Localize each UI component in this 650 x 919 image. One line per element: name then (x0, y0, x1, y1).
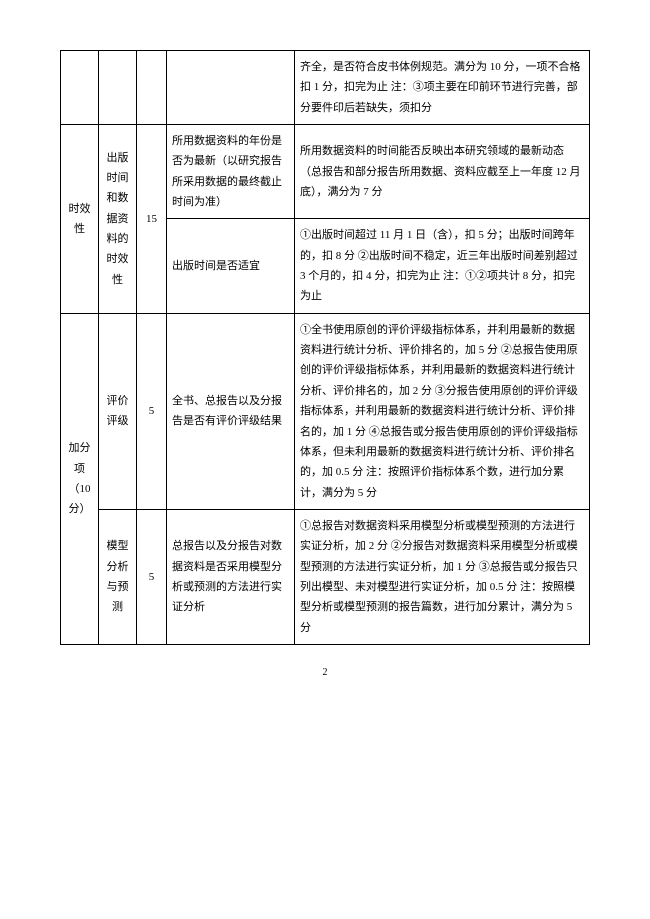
cell-score: 15 (137, 125, 167, 314)
cell-category (61, 51, 99, 125)
cell-category: 时效性 (61, 125, 99, 314)
cell-detail: ①全书使用原创的评价评级指标体系，并利用最新的数据资料进行统计分析、评价排名的，… (295, 313, 590, 509)
cell-score: 5 (137, 509, 167, 644)
cell-category: 加分项（10分） (61, 313, 99, 644)
page-number: 2 (60, 667, 590, 678)
cell-detail: 所用数据资料的时间能否反映出本研究领域的最新动态（总报告和部分报告所用数据、资料… (295, 125, 590, 219)
table-row: 加分项（10分） 评价评级 5 全书、总报告以及分报告是否有评价评级结果 ①全书… (61, 313, 590, 509)
cell-criteria (167, 51, 295, 125)
cell-criteria: 出版时间是否适宜 (167, 219, 295, 313)
cell-criteria: 所用数据资料的年份是否为最新（以研究报告所采用数据的最终截止时间为准） (167, 125, 295, 219)
cell-score: 5 (137, 313, 167, 509)
evaluation-table: 齐全，是否符合皮书体例规范。满分为 10 分，一项不合格扣 1 分，扣完为止 注… (60, 50, 590, 645)
cell-subcategory: 评价评级 (99, 313, 137, 509)
cell-subcategory: 模型分析与预测 (99, 509, 137, 644)
cell-detail: ①总报告对数据资料采用模型分析或模型预测的方法进行实证分析，加 2 分 ②分报告… (295, 509, 590, 644)
cell-score (137, 51, 167, 125)
cell-subcategory: 出版时间和数据资料的时效性 (99, 125, 137, 314)
cell-detail: 齐全，是否符合皮书体例规范。满分为 10 分，一项不合格扣 1 分，扣完为止 注… (295, 51, 590, 125)
table-row: 齐全，是否符合皮书体例规范。满分为 10 分，一项不合格扣 1 分，扣完为止 注… (61, 51, 590, 125)
table-row: 模型分析与预测 5 总报告以及分报告对数据资料是否采用模型分析或预测的方法进行实… (61, 509, 590, 644)
cell-detail: ①出版时间超过 11 月 1 日（含），扣 5 分；出版时间跨年的，扣 8 分 … (295, 219, 590, 313)
table-row: 时效性 出版时间和数据资料的时效性 15 所用数据资料的年份是否为最新（以研究报… (61, 125, 590, 219)
cell-criteria: 总报告以及分报告对数据资料是否采用模型分析或预测的方法进行实证分析 (167, 509, 295, 644)
cell-criteria: 全书、总报告以及分报告是否有评价评级结果 (167, 313, 295, 509)
cell-subcategory (99, 51, 137, 125)
